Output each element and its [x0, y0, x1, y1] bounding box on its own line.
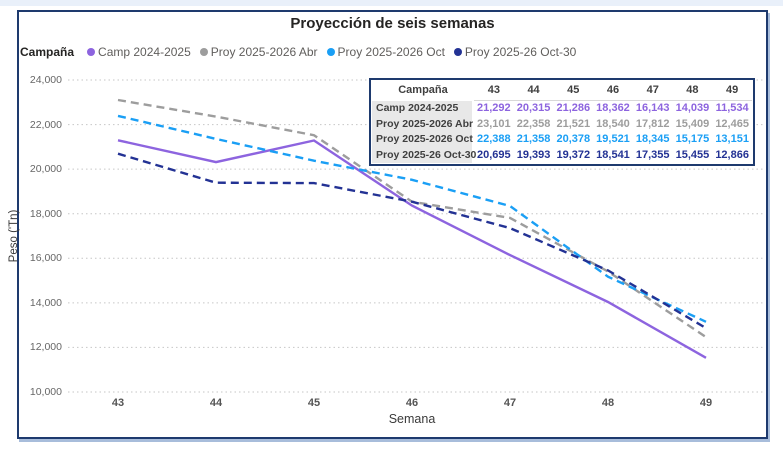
- table-header-week: 44: [513, 81, 554, 101]
- table-cell[interactable]: 18,345: [635, 133, 670, 145]
- y-tick-label: 24,000: [29, 74, 62, 86]
- table-row-label[interactable]: Camp 2024-2025: [372, 101, 474, 117]
- table-cell[interactable]: 15,455: [675, 148, 710, 161]
- y-axis-title: Peso ('Tn): [8, 209, 20, 263]
- y-tick-label: 18,000: [29, 207, 62, 220]
- series-line-proy-2025-2026-oct[interactable]: [117, 114, 707, 323]
- table-cell[interactable]: 20,315: [516, 102, 551, 114]
- y-tick-label: 16,000: [29, 252, 62, 265]
- table-header-campaign: Campaña: [398, 84, 448, 96]
- x-tick-label: 43: [111, 397, 125, 409]
- table-cell[interactable]: 21,292: [477, 102, 511, 114]
- table-cell[interactable]: 19,521: [596, 133, 630, 145]
- x-tick-label: 47: [503, 397, 517, 409]
- table-header-week: 48: [672, 81, 713, 101]
- legend-item-camp-2024-2025[interactable]: Camp 2024-2025: [87, 45, 191, 59]
- table-cell[interactable]: 12,866: [715, 148, 749, 161]
- table-header-week: 47: [632, 81, 673, 101]
- legend: Campaña Camp 2024-2025 Proy 2025-2026 Abr…: [20, 44, 576, 59]
- legend-item-proy-2025-2026-oct[interactable]: Proy 2025-2026 Oct: [326, 44, 445, 59]
- table-cell[interactable]: 11,534: [715, 102, 749, 114]
- table-cell[interactable]: 20,695: [477, 148, 511, 161]
- x-axis-title: Semana: [388, 412, 436, 426]
- legend-dot-icon: [326, 47, 335, 56]
- table-cell[interactable]: 14,039: [675, 102, 710, 114]
- table-cell[interactable]: 21,358: [516, 133, 551, 145]
- table-row-label[interactable]: Proy 2025-2026 Oct: [372, 132, 474, 148]
- legend-item-label: Proy 2025-2026 Oct: [337, 44, 445, 59]
- table-cell[interactable]: 19,393: [516, 148, 551, 161]
- table-header-week: 43: [474, 81, 514, 101]
- table-cell[interactable]: 23,101: [477, 117, 511, 130]
- table-header-week: 49: [712, 81, 752, 101]
- legend-item-label: Proy 2025-26 Oct-30: [464, 44, 577, 59]
- table-cell[interactable]: 18,541: [596, 148, 630, 161]
- y-tick-label: 10,000: [29, 386, 62, 398]
- data-table: Campaña 43 44 45 46 47 48 49 Camp 2024-2025 21,29…: [369, 78, 755, 166]
- legend-item-proy-2025-2026-abr[interactable]: Proy 2025-2026 Abr: [199, 44, 318, 59]
- table-cell[interactable]: 21,286: [556, 102, 591, 114]
- x-tick-label: 45: [307, 397, 321, 409]
- y-tick-label: 12,000: [29, 341, 62, 354]
- legend-item-label: Camp 2024-2025: [98, 44, 191, 59]
- top-strip: [0, 0, 783, 6]
- table-row-label[interactable]: Proy 2025-26 Oct-30: [372, 147, 476, 163]
- table-cell[interactable]: 18,362: [596, 102, 630, 114]
- table-cell[interactable]: 18,540: [596, 117, 630, 130]
- y-tick-label: 14,000: [29, 296, 62, 309]
- series-line-camp-2024-2025[interactable]: [117, 139, 707, 359]
- legend-dot-icon: [453, 47, 462, 56]
- table-header-week: 46: [593, 81, 633, 101]
- legend-item-label: Proy 2025-2026 Abr: [210, 44, 318, 59]
- table-cell[interactable]: 22,358: [516, 117, 551, 130]
- table-cell[interactable]: 21,521: [556, 117, 591, 130]
- legend-items: Camp 2024-2025 Proy 2025-2026 Abr Proy 202…: [87, 45, 576, 59]
- series-line-proy-2025-26-oct-30[interactable]: [117, 152, 707, 330]
- table-cell[interactable]: 20,378: [556, 133, 591, 145]
- y-tick-label: 22,000: [29, 118, 62, 131]
- legend-item-proy-2025-26-oct-30[interactable]: Proy 2025-26 Oct-30: [453, 44, 577, 59]
- table-cell[interactable]: 19,372: [556, 148, 591, 161]
- legend-dot-icon: [87, 47, 96, 56]
- legend-dot-icon: [199, 47, 208, 56]
- y-tick-label: 20,000: [29, 163, 62, 176]
- x-tick-label: 49: [699, 397, 713, 409]
- table-cell[interactable]: 15,175: [675, 133, 710, 145]
- table-cell[interactable]: 17,812: [635, 117, 670, 130]
- x-tick-label: 48: [601, 397, 615, 409]
- table-cell[interactable]: 12,465: [715, 117, 749, 130]
- table-cell[interactable]: 15,409: [675, 117, 710, 130]
- table-cell[interactable]: 16,143: [635, 102, 670, 114]
- table-cell[interactable]: 17,355: [635, 148, 670, 161]
- table-cell[interactable]: 22,388: [477, 133, 511, 145]
- x-tick-label: 46: [405, 397, 419, 409]
- table-row-label[interactable]: Proy 2025-2026 Abr: [372, 116, 474, 132]
- table-cell[interactable]: 13,151: [715, 133, 749, 145]
- legend-title: Campaña: [20, 44, 75, 59]
- chart-title: Proyección de seis semanas: [290, 15, 495, 32]
- x-tick-label: 44: [209, 397, 223, 409]
- table-header-week: 45: [553, 81, 594, 101]
- series-group: [117, 98, 707, 359]
